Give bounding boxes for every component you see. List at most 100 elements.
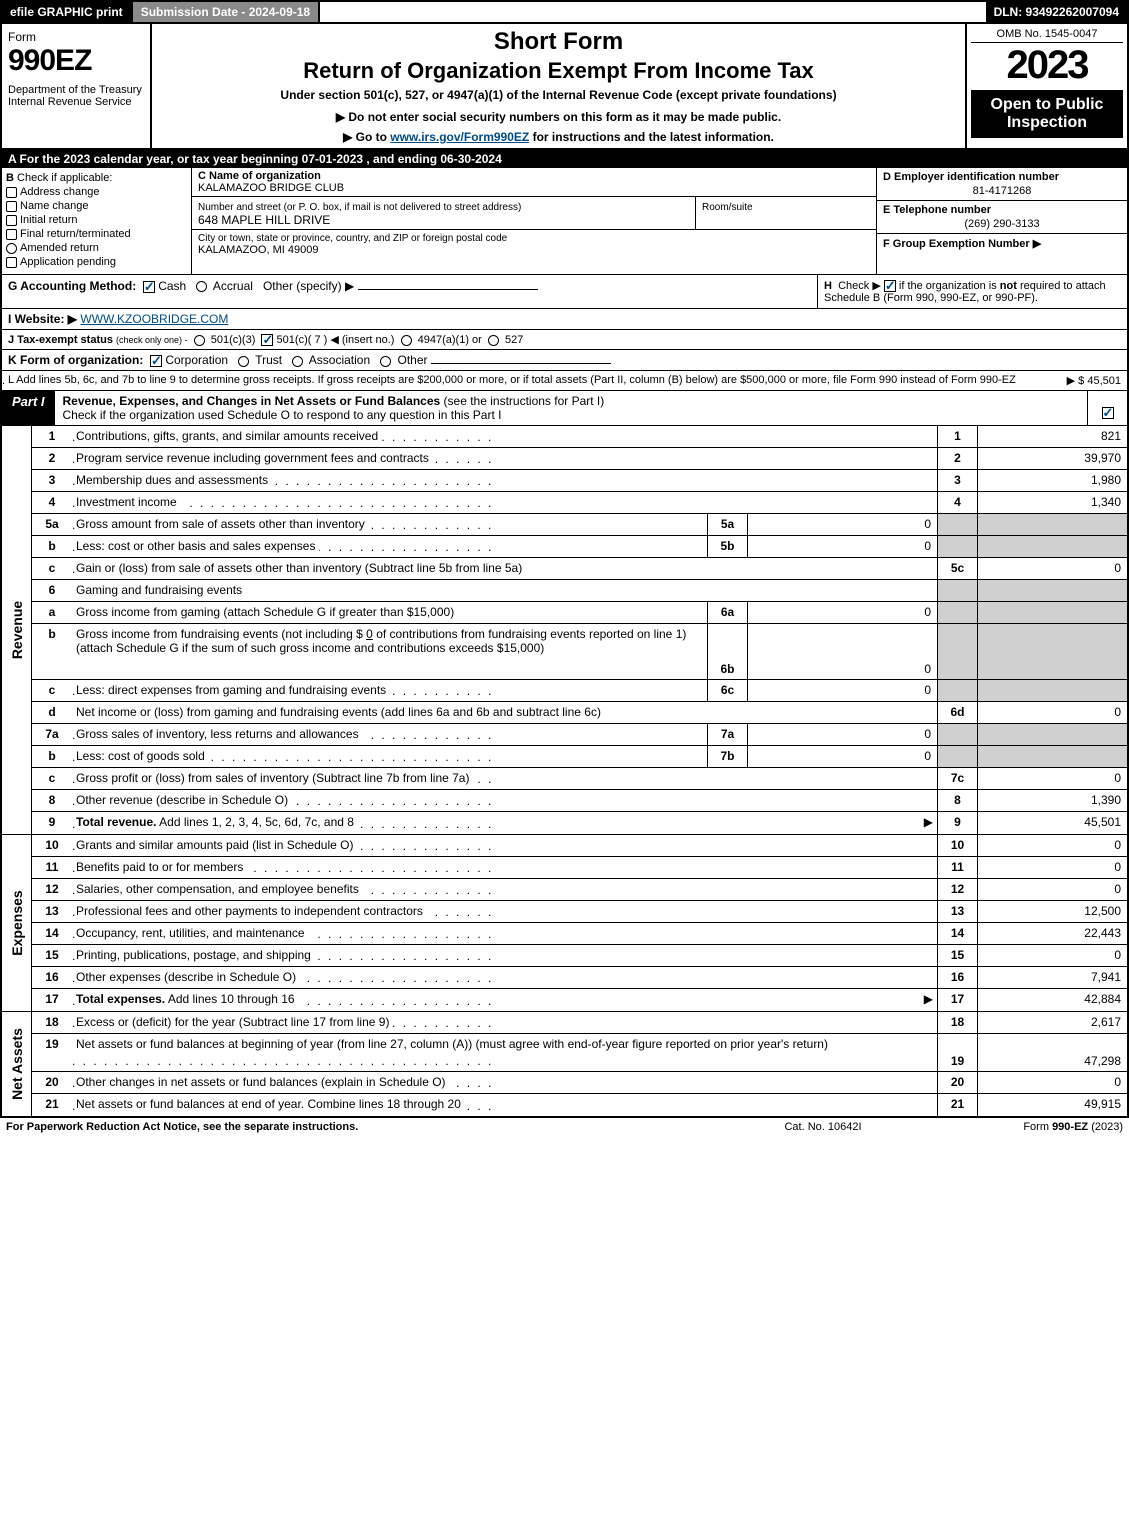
line-desc: Benefits paid to or for members xyxy=(72,857,937,878)
result-value: 45,501 xyxy=(977,812,1127,834)
line-6d: d Net income or (loss) from gaming and f… xyxy=(32,702,1127,724)
goto-pre: ▶ Go to xyxy=(343,130,390,144)
result-value: 0 xyxy=(977,879,1127,900)
line-6c: c Less: direct expenses from gaming and … xyxy=(32,680,1127,702)
group-exemption-row: F Group Exemption Number ▶ xyxy=(877,234,1127,253)
line-no: 5a xyxy=(32,514,72,535)
result-value: 12,500 xyxy=(977,901,1127,922)
org-name-label: C Name of organization xyxy=(198,170,321,182)
b-label: B xyxy=(6,172,14,184)
result-value: 49,915 xyxy=(977,1094,1127,1116)
501c3-radio[interactable] xyxy=(194,335,205,346)
corporation-checkbox[interactable] xyxy=(150,355,162,367)
line-no: 17 xyxy=(32,989,72,1011)
schedule-b-check: H Check ▶ if the organization is not req… xyxy=(817,275,1127,308)
line-7b: b Less: cost of goods sold 7b 0 xyxy=(32,746,1127,768)
result-value: 0 xyxy=(977,1072,1127,1093)
line-desc: Investment income xyxy=(72,492,937,513)
ein-label: D Employer identification number xyxy=(883,171,1059,183)
line-desc: Less: cost or other basis and sales expe… xyxy=(72,536,707,557)
sub-no: 6b xyxy=(707,624,747,679)
corporation-label: Corporation xyxy=(165,353,228,367)
line-no: 14 xyxy=(32,923,72,944)
street-label: Number and street (or P. O. box, if mail… xyxy=(198,202,521,213)
revenue-side-label: Revenue xyxy=(2,426,32,834)
result-value: 0 xyxy=(977,558,1127,579)
association-radio[interactable] xyxy=(292,356,303,367)
sub-no: 7b xyxy=(707,746,747,767)
result-value-shaded xyxy=(977,514,1127,535)
result-no-shaded xyxy=(937,624,977,679)
desc-part1: Gross income from fundraising events (no… xyxy=(76,627,363,641)
schedule-o-checkbox[interactable] xyxy=(1102,407,1114,419)
goto-link-line: ▶ Go to www.irs.gov/Form990EZ for instru… xyxy=(162,130,955,144)
sub-value: 0 xyxy=(747,746,937,767)
form-post: (2023) xyxy=(1088,1121,1123,1133)
line-desc: Net assets or fund balances at end of ye… xyxy=(72,1094,937,1116)
result-no-shaded xyxy=(937,514,977,535)
line-desc: Less: cost of goods sold xyxy=(72,746,707,767)
telephone-row: E Telephone number (269) 290-3133 xyxy=(877,201,1127,234)
other-org-input[interactable] xyxy=(431,363,611,364)
result-no: 2 xyxy=(937,448,977,469)
result-value-shaded xyxy=(977,602,1127,623)
chk-application-pending[interactable]: Application pending xyxy=(6,256,187,268)
line-no: b xyxy=(32,536,72,557)
dept-label: Department of the Treasury Internal Reve… xyxy=(8,84,144,108)
row-a-tax-year: A For the 2023 calendar year, or tax yea… xyxy=(2,150,1127,168)
sub-value: 0 xyxy=(747,680,937,701)
result-no: 10 xyxy=(937,835,977,856)
result-no: 14 xyxy=(937,923,977,944)
trust-radio[interactable] xyxy=(238,356,249,367)
efile-print-button[interactable]: efile GRAPHIC print xyxy=(2,2,133,22)
527-radio[interactable] xyxy=(488,335,499,346)
chk-initial-return[interactable]: Initial return xyxy=(6,214,187,226)
part-1-tag: Part I xyxy=(2,391,55,425)
501c-checkbox[interactable] xyxy=(261,334,273,346)
line-no: 15 xyxy=(32,945,72,966)
chk-amended-return[interactable]: Amended return xyxy=(6,242,187,254)
street-value: 648 MAPLE HILL DRIVE xyxy=(198,213,330,227)
result-value: 7,941 xyxy=(977,967,1127,988)
accrual-radio[interactable] xyxy=(196,281,207,292)
accrual-label: Accrual xyxy=(213,279,253,293)
line-desc: Total revenue. Total revenue. Add lines … xyxy=(72,812,937,834)
line-no: 1 xyxy=(32,426,72,447)
irs-link[interactable]: www.irs.gov/Form990EZ xyxy=(390,130,529,144)
sub-no: 6c xyxy=(707,680,747,701)
checkbox-icon xyxy=(6,201,17,212)
cash-checkbox[interactable] xyxy=(143,281,155,293)
revenue-body: 1 Contributions, gifts, grants, and simi… xyxy=(32,426,1127,834)
chk-final-return[interactable]: Final return/terminated xyxy=(6,228,187,240)
col-c-org-info: C Name of organization KALAMAZOO BRIDGE … xyxy=(192,168,877,274)
line-no: 20 xyxy=(32,1072,72,1093)
4947-radio[interactable] xyxy=(401,335,412,346)
part-1-title-note: (see the instructions for Part I) xyxy=(444,394,605,408)
part-1-header: Part I Revenue, Expenses, and Changes in… xyxy=(2,391,1127,426)
ein-value: 81-4171268 xyxy=(883,185,1121,197)
gross-receipts-row: L Add lines 5b, 6c, and 7b to line 9 to … xyxy=(2,371,1127,391)
result-no: 6d xyxy=(937,702,977,723)
website-link[interactable]: WWW.KZOOBRIDGE.COM xyxy=(80,312,228,326)
checkbox-icon xyxy=(6,187,17,198)
line-no: 8 xyxy=(32,790,72,811)
schedule-b-checkbox[interactable] xyxy=(884,280,896,292)
arrow-icon: ▶ xyxy=(918,992,933,1006)
result-value: 1,390 xyxy=(977,790,1127,811)
result-no: 15 xyxy=(937,945,977,966)
chk-address-change[interactable]: Address change xyxy=(6,186,187,198)
line-10: 10 Grants and similar amounts paid (list… xyxy=(32,835,1127,857)
chk-name-change[interactable]: Name change xyxy=(6,200,187,212)
h-text2: if the organization is xyxy=(899,280,1000,292)
other-specify-input[interactable] xyxy=(358,289,538,290)
sub-value: 0 xyxy=(747,724,937,745)
527-label: 527 xyxy=(505,334,523,346)
other-org-radio[interactable] xyxy=(380,356,391,367)
result-no: 9 xyxy=(937,812,977,834)
line-desc: Net assets or fund balances at beginning… xyxy=(72,1034,937,1071)
line-desc: Gross sales of inventory, less returns a… xyxy=(72,724,707,745)
line-no: b xyxy=(32,624,72,679)
net-assets-body: 18 Excess or (deficit) for the year (Sub… xyxy=(32,1012,1127,1116)
chk-label: Application pending xyxy=(20,256,116,268)
sub-value: 0 xyxy=(747,536,937,557)
